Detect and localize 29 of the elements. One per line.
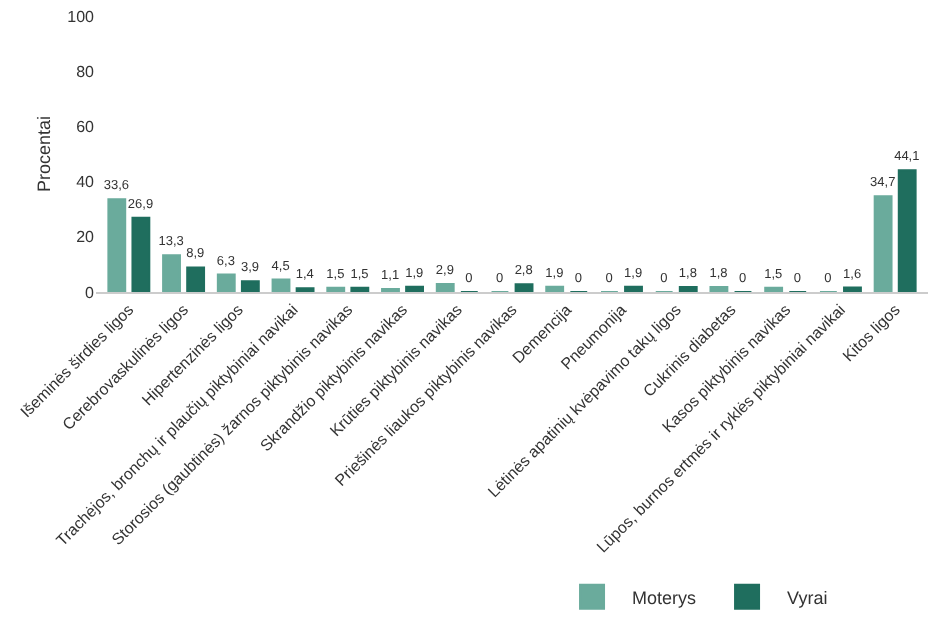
legend-label: Moterys (632, 587, 698, 608)
legend-label: Vyrai (787, 587, 828, 608)
bar (764, 286, 784, 292)
bar (514, 283, 534, 292)
bar (624, 285, 643, 292)
bar (897, 169, 917, 292)
y-tick-label: 20 (76, 228, 96, 247)
y-tick-label: 60 (76, 118, 96, 136)
bar (216, 273, 236, 292)
bar (709, 286, 729, 292)
y-tick-label: 0 (85, 283, 96, 302)
y-tick-label: 100 (67, 7, 96, 26)
bar (131, 216, 151, 292)
bar (873, 195, 893, 292)
bar (186, 266, 206, 292)
bar (843, 286, 862, 292)
bar (271, 278, 291, 292)
bar (405, 285, 424, 292)
bar (326, 286, 346, 292)
bar (107, 198, 127, 292)
bar (545, 285, 565, 292)
y-tick-label: 40 (76, 173, 96, 192)
bar (678, 286, 698, 292)
y-axis-title: Procentai (33, 115, 54, 193)
bar (162, 254, 181, 292)
bar (435, 283, 455, 292)
bar (350, 286, 370, 292)
y-tick-label: 80 (76, 62, 96, 81)
bar (240, 280, 260, 292)
